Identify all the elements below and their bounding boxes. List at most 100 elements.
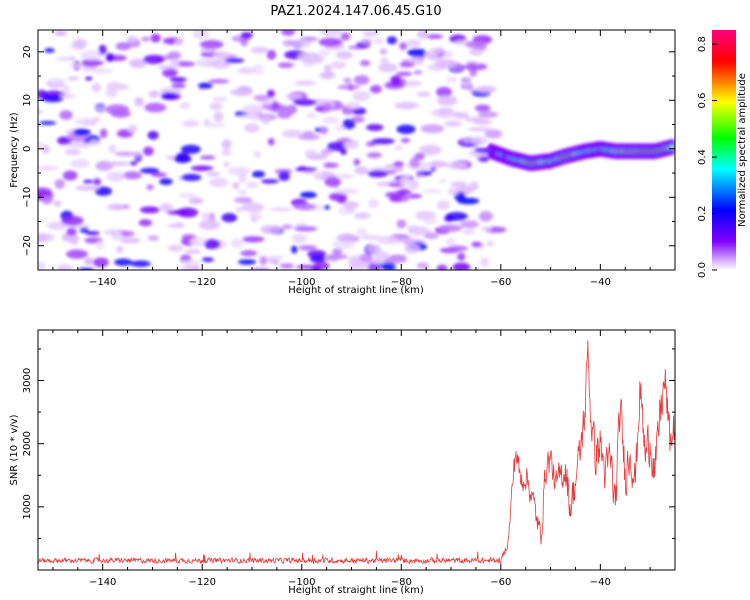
heatmap-noise-cell [379, 48, 388, 55]
heatmap-noise-cell [282, 129, 303, 138]
heatmap-noise-cell [436, 86, 452, 98]
heatmap-noise-cell [454, 112, 469, 119]
heatmap-noise-cell [359, 60, 371, 67]
heatmap-noise-cell [319, 30, 343, 37]
heatmap-noise-cell [212, 96, 228, 102]
heatmap-noise-cell [157, 64, 171, 70]
heatmap-noise-cell [78, 267, 94, 270]
heatmap-noise-cell [416, 262, 429, 269]
heatmap-noise-cell [107, 81, 122, 91]
heatmap-noise-cell [59, 110, 73, 120]
heatmap-noise-cell [366, 152, 382, 159]
heatmap-noise-cell [380, 57, 389, 65]
heatmap-noise-cell [271, 101, 280, 110]
heatmap-noise-cell [353, 75, 370, 85]
heatmap-noise-cell [244, 123, 260, 133]
heatmap-noise-cell [62, 170, 78, 181]
heatmap-noise-cell [129, 161, 138, 166]
heatmap-noise-cell [336, 51, 353, 60]
x-tick-label: −120 [188, 577, 215, 588]
heatmap-noise-cell [325, 162, 339, 168]
heatmap-noise-cell [468, 181, 479, 191]
heatmap-noise-cell [460, 220, 479, 229]
heatmap-noise-cell [322, 116, 340, 125]
heatmap-noise-cell [298, 245, 318, 251]
colorbar-tick-label: 0.0 [697, 262, 708, 278]
heatmap-noise-cell [38, 166, 60, 171]
heatmap-noise-cell [300, 54, 324, 65]
y-tick-label: −10 [22, 187, 33, 208]
heatmap-noise-cell [353, 212, 371, 219]
heatmap-noise-cell [330, 61, 347, 69]
heatmap-noise-cell [106, 172, 126, 182]
heatmap-noise-cell [281, 30, 295, 36]
heatmap-noise-cell [486, 241, 494, 246]
heatmap-noise-cell [127, 124, 138, 134]
heatmap-noise-cell [95, 240, 105, 251]
heatmap-noise-cell [331, 248, 343, 255]
heatmap-noise-cell [234, 197, 253, 204]
heatmap-noise-cell [292, 233, 307, 244]
heatmap-noise-cell [134, 151, 141, 158]
heatmap-noise-cell [75, 185, 99, 191]
heatmap-noise-cell [478, 211, 493, 222]
x-tick-label: −140 [89, 277, 116, 288]
heatmap-noise-cell [306, 112, 317, 119]
heatmap-noise-cell [221, 213, 238, 223]
colorbar-ticks: 0.0 0.2 0.4 0.6 0.8 [697, 36, 717, 278]
heatmap-noise-cell [438, 224, 462, 232]
heatmap-noise-cell [190, 165, 214, 172]
heatmap-noise-cell [129, 58, 147, 68]
heatmap-noise-cell [386, 36, 397, 45]
heatmap-noise-cell [395, 71, 413, 76]
heatmap-noise-cell [366, 124, 384, 131]
y-tick-label: 3000 [22, 368, 33, 393]
heatmap-noise-cell [179, 102, 191, 109]
heatmap-noise-cell [399, 61, 415, 68]
heatmap-noise-cell [93, 257, 109, 268]
figure-title: PAZ1.2024.147.06.45.G10 [270, 4, 441, 19]
heatmap-noise-cell [94, 106, 107, 112]
heatmap-noise-cell [174, 38, 184, 46]
heatmap-noise-cell [180, 260, 203, 266]
heatmap-noise-cell [189, 237, 207, 247]
heatmap-noise-cell [181, 264, 201, 270]
heatmap-noise-cell [469, 48, 484, 56]
heatmap-noise-cell [342, 119, 356, 130]
heatmap-noise-cell [423, 218, 438, 225]
heatmap-noise-cell [481, 226, 493, 231]
heatmap-noise-cell [229, 88, 253, 96]
heatmap-noise-cell [323, 64, 332, 73]
heatmap-noise-cell [199, 155, 216, 160]
heatmap-noise-cell [126, 35, 137, 43]
heatmap-noise-cell [143, 146, 154, 156]
heatmap-noise-cell [420, 124, 445, 134]
heatmap-noise-cell [53, 200, 62, 207]
heatmap-noise-cell [85, 76, 93, 81]
snr-ylabel: SNR (10 * v/v) [9, 414, 20, 485]
heatmap-noise-cell [367, 199, 379, 209]
heatmap-noise-cell [414, 152, 425, 160]
heatmap-noise-cell [42, 144, 50, 154]
y-tick-label: 10 [22, 94, 33, 107]
colorbar-tick-label: 0.6 [697, 93, 708, 109]
heatmap-noise-cell [238, 173, 247, 184]
colorbar: 0.0 0.2 0.4 0.6 0.8 Normalized spectral ampl… [697, 30, 748, 278]
heatmap-noise-cell [143, 54, 165, 65]
heatmap-noise-cell [400, 137, 411, 144]
heatmap-noise-cell [38, 109, 43, 115]
x-tick-label: −60 [490, 277, 511, 288]
heatmap-noise-cell [240, 250, 258, 257]
heatmap-noise-cell [206, 171, 220, 176]
heatmap-noise-cell [445, 237, 457, 246]
heatmap-noise-cell [383, 256, 407, 264]
heatmap-noise-cell [98, 44, 107, 55]
heatmap-noise-cell [371, 138, 395, 145]
heatmap-noise-cell [120, 237, 141, 244]
heatmap-noise-cell [169, 77, 187, 83]
x-tick-label: −80 [391, 277, 412, 288]
heatmap-noise-cell [48, 78, 67, 83]
heatmap-noise-cell [105, 88, 118, 98]
heatmap-noise-cell [297, 133, 321, 141]
heatmap-noise-cell [362, 31, 379, 37]
